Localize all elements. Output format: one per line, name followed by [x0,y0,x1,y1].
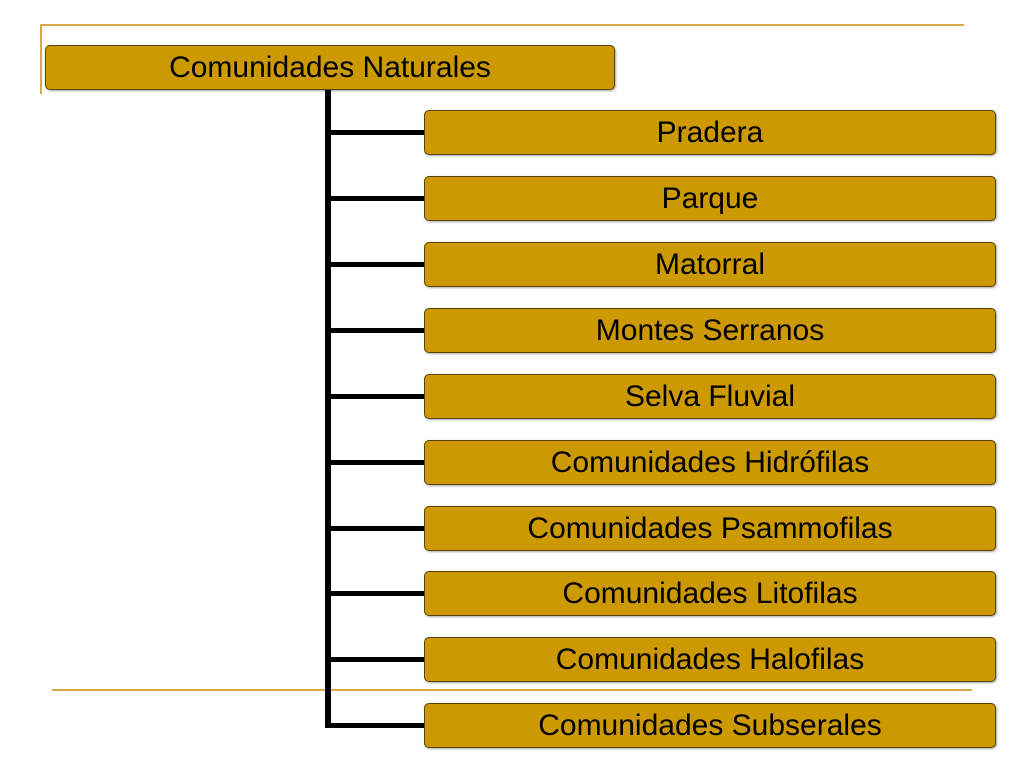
branch-connector-subserales [325,723,424,728]
child-node-selva-fluvial: Selva Fluvial [424,374,996,419]
child-node-label: Comunidades Litofilas [562,576,858,610]
child-node-halofilas: Comunidades Halofilas [424,637,996,682]
branch-connector-psammofilas [325,526,424,531]
child-node-pradera: Pradera [424,110,996,155]
child-node-montes-serranos: Montes Serranos [424,308,996,353]
left-accent-line [40,24,42,94]
branch-connector-parque [325,196,424,201]
child-node-parque: Parque [424,176,996,221]
child-node-label: Matorral [654,247,766,281]
branch-connector-selva-fluvial [325,394,424,399]
child-node-psammofilas: Comunidades Psammofilas [424,506,996,551]
child-node-hidrofilas: Comunidades Hidrófilas [424,440,996,485]
branch-connector-montes-serranos [325,328,424,333]
bottom-accent-line [52,689,972,691]
branch-connector-hidrofilas [325,460,424,465]
child-node-label: Comunidades Hidrófilas [550,445,870,479]
branch-connector-pradera [325,130,424,135]
child-node-subserales: Comunidades Subserales [424,703,996,748]
child-node-label: Comunidades Subserales [538,708,882,742]
top-accent-line [40,24,964,26]
root-node: Comunidades Naturales [45,45,615,90]
branch-connector-halofilas [325,657,424,662]
child-node-label: Montes Serranos [595,313,825,347]
tree-trunk-connector [325,90,331,728]
branch-connector-litofilas [325,591,424,596]
child-node-litofilas: Comunidades Litofilas [424,571,996,616]
branch-connector-matorral [325,262,424,267]
child-node-label: Comunidades Halofilas [555,642,865,676]
child-node-label: Pradera [656,115,764,149]
child-node-label: Comunidades Psammofilas [527,511,893,545]
child-node-label: Selva Fluvial [624,379,796,413]
root-node-label: Comunidades Naturales [169,50,491,84]
child-node-label: Parque [661,181,759,215]
child-node-matorral: Matorral [424,242,996,287]
